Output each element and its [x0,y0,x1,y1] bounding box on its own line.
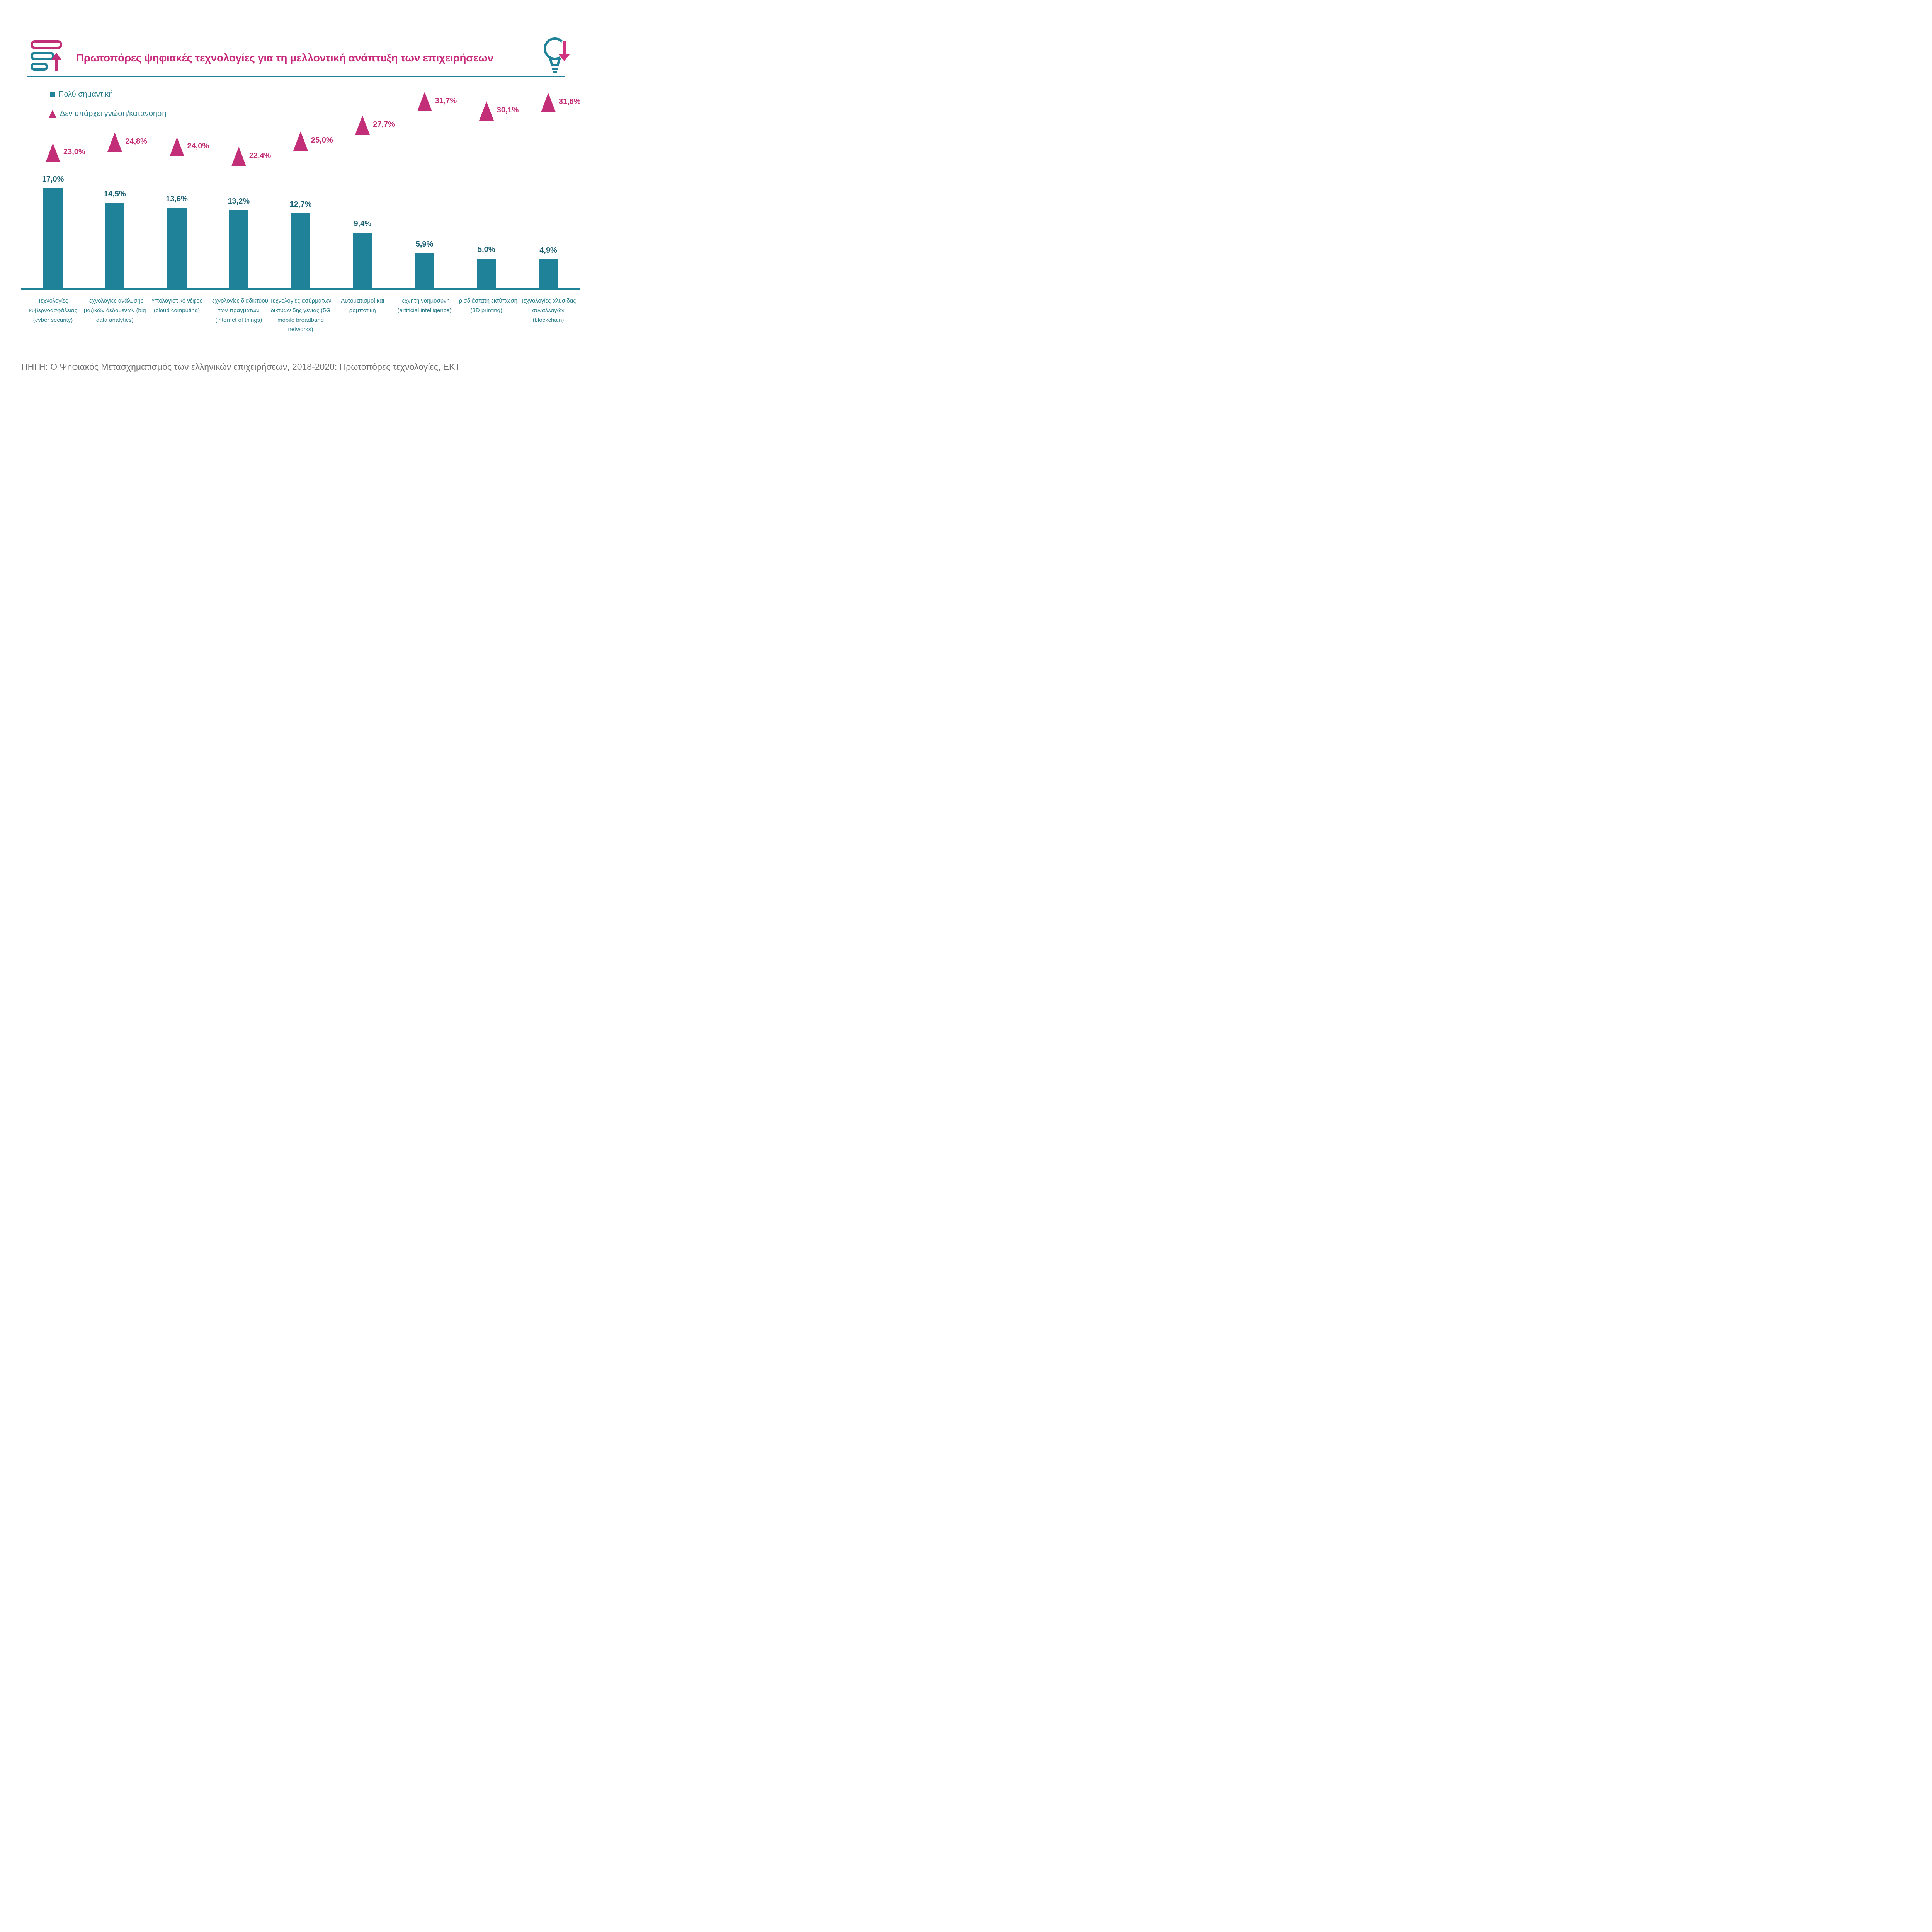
category-label: Αυτοματισμοί και ρομποτική [341,298,384,314]
lightbulb-down-arrow-icon [544,37,570,73]
category-label: Τεχνολογίες διαδικτύου των πραγμάτων (in… [209,298,268,323]
triangle-legend-marker-icon [49,110,56,118]
bar-value-label: 12,7% [289,200,312,209]
infographic-page: Πρωτοπόρες ψηφιακές τεχνολογίες για τη μ… [0,0,606,380]
bar [353,233,372,288]
triangle-value-label: 27,7% [373,120,395,129]
category-label: Υπολογιστικό νέφος (cloud computing) [151,298,202,314]
bar-value-label: 17,0% [42,175,64,184]
legend-label: Πολύ σημαντική [58,90,113,99]
legend-item-very-important: Πολύ σημαντική [50,90,113,99]
legend-label: Δεν υπάρχει γνώση/κατανόηση [60,109,167,118]
x-axis [21,288,580,290]
legend-item-no-knowledge: Δεν υπάρχει γνώση/κατανόηση [49,109,167,118]
triangle-value-label: 24,0% [187,142,209,151]
page-title: Πρωτοπόρες ψηφιακές τεχνολογίες για τη μ… [76,52,493,64]
triangle-value-label: 23,0% [63,148,85,156]
category-label: Τρισδιάστατη εκτύπωση (3D printing) [455,298,517,314]
triangle-value-label: 31,6% [559,97,581,106]
bar-value-label: 13,2% [228,197,250,206]
bar-value-label: 9,4% [354,219,372,228]
header-divider [27,76,565,77]
triangle-marker [231,146,246,166]
triangle-value-label: 22,4% [249,151,271,160]
triangle-value-label: 25,0% [311,136,333,145]
bar [105,202,125,288]
bar-value-label: 5,0% [477,245,495,254]
category-label: Τεχνητή νοημοσύνη (artificial intelligen… [397,298,452,314]
bar-value-label: 5,9% [415,240,434,249]
triangle-marker [479,101,494,121]
triangle-value-label: 31,7% [435,97,457,105]
triangle-marker [541,92,556,112]
category-label: Τεχνολογίες κυβερνοασφάλειας (cyber secu… [29,298,77,323]
triangle-marker [293,131,308,151]
bar-value-label: 4,9% [539,246,557,255]
bar [415,253,434,288]
source-note: ΠΗΓΗ: Ο Ψηφιακός Μετασχηματισμός των ελλ… [21,362,461,372]
bar [291,213,310,288]
bar-value-label: 14,5% [104,189,126,198]
bar [43,188,63,288]
bar-legend-marker-icon [50,92,55,97]
stacked-list-up-arrow-icon [31,40,62,71]
category-label: Τεχνολογίες ασύρματων δικτύων 5ης γενιάς… [270,298,332,333]
triangle-marker [355,115,370,135]
triangle-marker [46,143,60,163]
triangle-value-label: 30,1% [497,106,519,115]
bar [229,210,248,288]
bar [539,259,558,288]
triangle-marker [417,92,432,112]
chart: 17,0% 23,0% Τεχνολογίες κυβερνοασφάλειας (… [21,92,581,367]
bar-value-label: 13,6% [166,195,188,204]
triangle-marker [169,137,184,157]
bar [167,208,187,288]
bar [476,259,496,288]
triangle-value-label: 24,8% [125,137,147,146]
triangle-marker [107,133,122,152]
category-label: Τεχνολογίες αλυσίδας συναλλαγών (blockch… [520,298,576,323]
category-label: Τεχνολογίες ανάλυσης μαζικών δεδομένων (… [83,298,146,323]
